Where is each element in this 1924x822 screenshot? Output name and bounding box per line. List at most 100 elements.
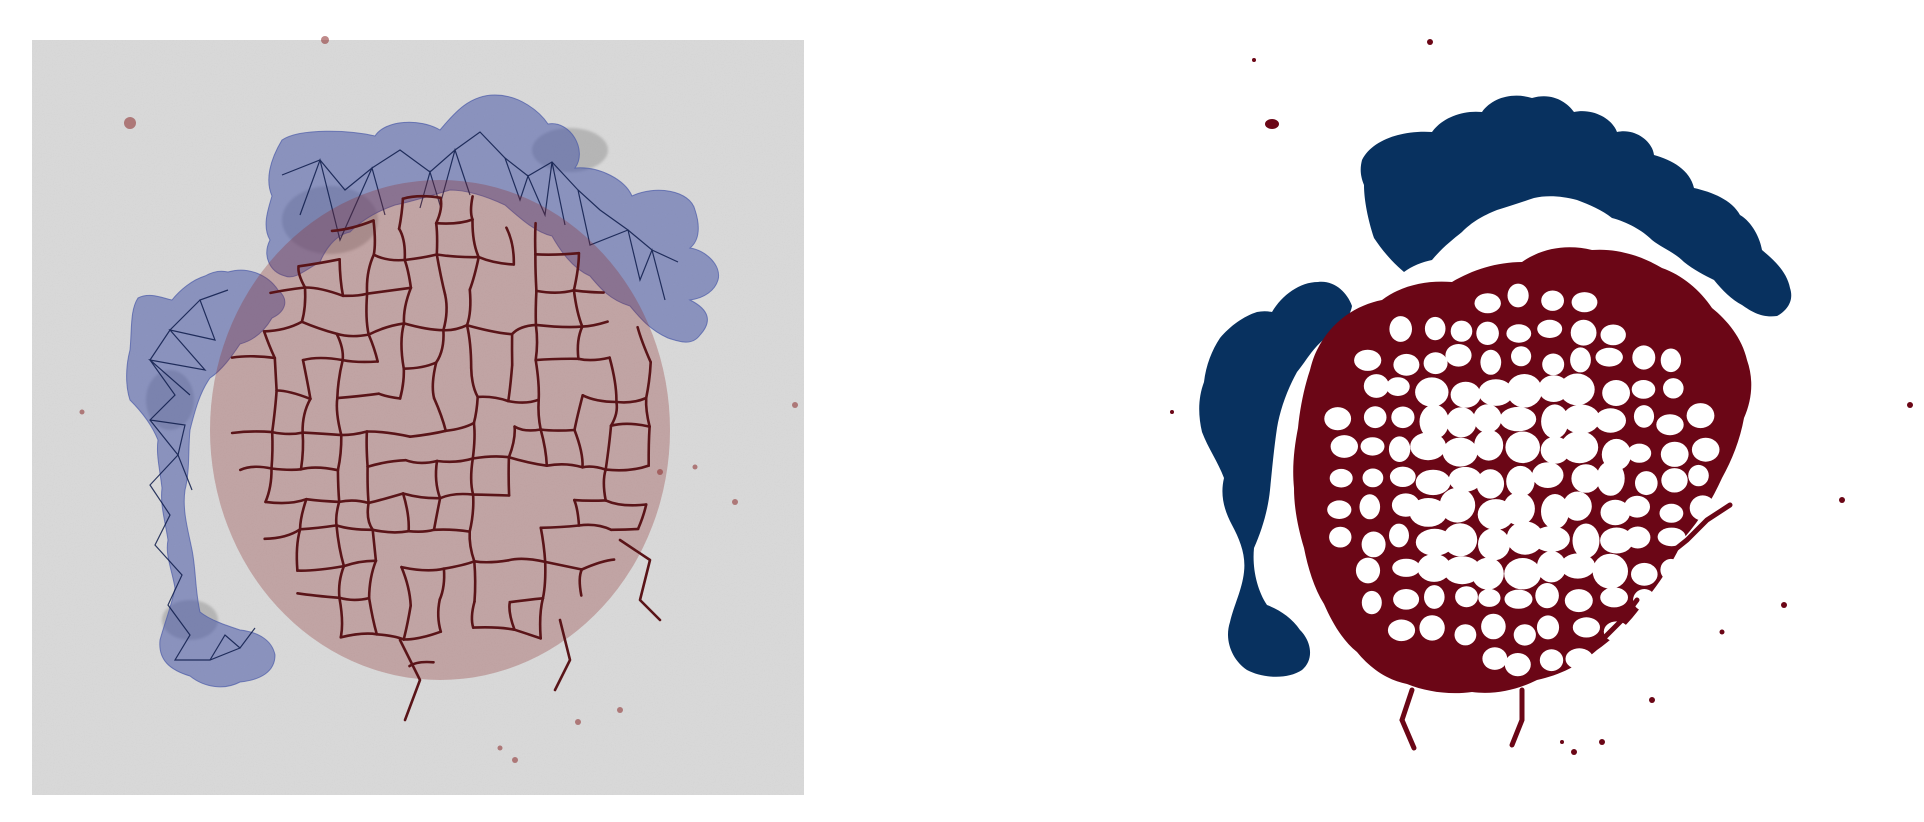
network-branch: [269, 286, 307, 295]
network-branch: [398, 638, 422, 722]
network-branch: [609, 422, 651, 428]
network-branch: [298, 497, 308, 531]
network-branch: [264, 497, 308, 505]
network-branch: [230, 354, 277, 360]
network-hole: [1560, 553, 1596, 579]
network-hole: [1327, 500, 1352, 519]
network-branch: [408, 660, 435, 668]
network-branch: [477, 255, 516, 266]
network-branch: [577, 523, 613, 532]
network-hole: [1600, 527, 1634, 554]
network-branch: [367, 559, 378, 600]
network-branch: [538, 597, 545, 640]
network-branch: [434, 218, 474, 225]
network-branch: [338, 596, 344, 639]
network-branch: [432, 528, 471, 533]
network-hole: [1660, 558, 1682, 581]
network-hole: [1661, 468, 1688, 493]
network-branch: [365, 253, 376, 295]
network-hole: [1389, 523, 1409, 548]
network-hole: [1439, 487, 1476, 523]
network-hole: [1409, 498, 1448, 527]
network-branch: [507, 557, 547, 564]
network-branch: [434, 196, 443, 225]
network-branch: [465, 288, 472, 327]
network-branch: [435, 253, 480, 259]
inner-network-skeleton: [230, 194, 662, 722]
network-branch: [609, 400, 619, 428]
network-branch: [537, 398, 542, 431]
network-branch: [442, 560, 476, 570]
network-branch: [580, 558, 616, 571]
network-hole: [1446, 407, 1477, 438]
network-hole: [1448, 466, 1482, 492]
network-branch: [270, 467, 303, 472]
network-hole: [1389, 316, 1412, 342]
network-branch: [340, 430, 369, 437]
network-hole: [1393, 589, 1420, 610]
network-branch: [539, 524, 581, 530]
network-branch: [239, 465, 273, 472]
network-hole: [1324, 407, 1352, 431]
network-hole: [1354, 349, 1382, 371]
network-branch: [330, 219, 375, 233]
network-hole: [1627, 443, 1652, 463]
network-branch: [371, 528, 378, 563]
network-branch: [471, 626, 516, 631]
network-branch: [539, 428, 549, 467]
network-hole: [1511, 346, 1532, 367]
network-hole: [1450, 320, 1473, 342]
network-branch: [476, 395, 510, 403]
network-hole: [1506, 521, 1544, 555]
network-branch: [335, 524, 346, 568]
network-hole: [1391, 406, 1415, 429]
network-branch: [507, 398, 540, 404]
network-branch: [296, 564, 346, 572]
network-branch: [298, 524, 338, 531]
network-branch: [407, 528, 436, 534]
network-branch: [442, 293, 448, 332]
network-hole: [1571, 464, 1601, 493]
network-hole: [1363, 374, 1389, 398]
network-branch: [404, 458, 439, 465]
network-hole: [1506, 324, 1532, 343]
network-hole: [1478, 588, 1501, 607]
network-branch: [539, 428, 576, 432]
network-branch: [507, 455, 549, 467]
network-branch: [432, 396, 448, 433]
network-branch: [572, 251, 581, 292]
network-hole: [1657, 527, 1686, 547]
network-hole: [1386, 377, 1410, 396]
network-branch: [471, 421, 476, 460]
network-branch: [434, 221, 439, 256]
network-branch: [432, 496, 442, 532]
network-hole: [1659, 503, 1684, 523]
network-branch: [335, 332, 345, 362]
network-branch: [342, 559, 378, 568]
network-branch: [572, 289, 584, 328]
network-hole: [1330, 435, 1358, 458]
network-branch: [335, 332, 370, 338]
network-hole: [1603, 621, 1629, 642]
network-branch: [609, 527, 640, 532]
network-branch: [604, 464, 650, 472]
network-branch: [505, 226, 516, 266]
network-branch: [471, 493, 511, 497]
network-branch: [435, 457, 475, 464]
network-branch: [372, 219, 377, 256]
inner-network-ends: [1399, 502, 1733, 751]
network-hole: [1445, 344, 1472, 367]
network-branch: [573, 498, 607, 502]
network-branch: [471, 218, 480, 259]
network-branch: [508, 600, 516, 631]
network-branch: [402, 286, 413, 325]
network-hole: [1410, 432, 1446, 461]
network-branch: [438, 492, 475, 500]
network-branch: [400, 565, 412, 607]
network-branch: [335, 396, 343, 437]
network-branch: [365, 430, 369, 468]
network-branch: [604, 499, 648, 507]
network-hole: [1541, 404, 1569, 439]
network-branch: [401, 194, 442, 200]
network-hole: [1572, 523, 1600, 559]
